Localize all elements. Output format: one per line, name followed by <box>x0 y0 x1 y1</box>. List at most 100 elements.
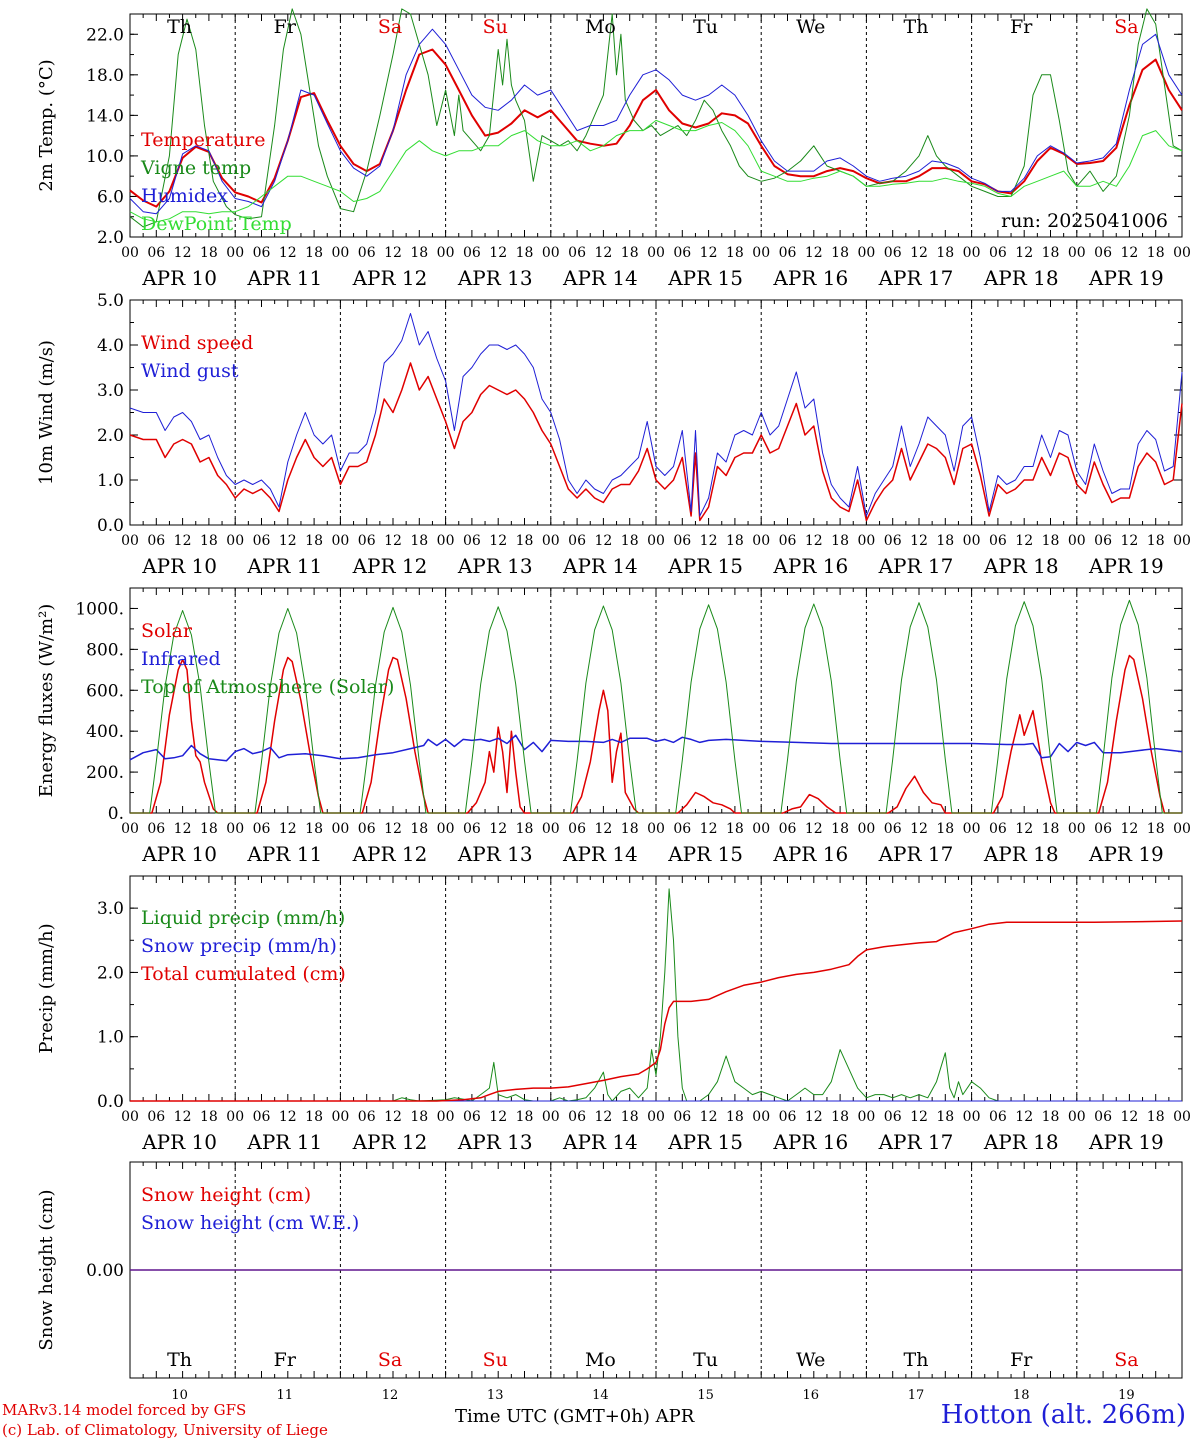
x-date-label: APR 12 <box>352 266 428 290</box>
x-date-label: APR 14 <box>562 554 638 578</box>
run-label: run: 2025041006 <box>1001 210 1168 232</box>
x-date-label: APR 12 <box>352 1130 428 1154</box>
x-hour-label: 06 <box>147 1109 165 1125</box>
x-hour-label: 12 <box>805 821 823 837</box>
x-hour-label: 18 <box>936 1109 954 1125</box>
x-hour-label: 12 <box>489 1109 507 1125</box>
legend-entry: Snow height (cm) <box>141 1184 311 1206</box>
x-hour-label: 00 <box>1173 821 1191 837</box>
x-hour-label: 18 <box>516 821 534 837</box>
y-tick-label: 2.0 <box>97 426 124 446</box>
x-hour-label: 18 <box>726 533 744 549</box>
x-date-label: APR 16 <box>772 1130 848 1154</box>
x-date-label: APR 17 <box>878 1130 954 1154</box>
x-hour-label: 00 <box>226 533 244 549</box>
bottom-day-number: 16 <box>803 1388 820 1403</box>
x-hour-label: 06 <box>147 533 165 549</box>
top-weekday-label: Sa <box>1114 16 1138 38</box>
y-tick-label: 5.0 <box>97 291 124 311</box>
x-hour-label: 06 <box>568 821 586 837</box>
x-hour-label: 06 <box>779 821 797 837</box>
x-hour-label: 06 <box>884 245 902 261</box>
x-hour-label: 12 <box>700 1109 718 1125</box>
x-hour-label: 18 <box>621 821 639 837</box>
x-hour-label: 06 <box>779 1109 797 1125</box>
x-date-label: APR 14 <box>562 266 638 290</box>
x-hour-label: 00 <box>542 1109 560 1125</box>
top-weekday-label: Th <box>904 16 929 38</box>
x-hour-label: 12 <box>1015 533 1033 549</box>
series-line-wind-speed <box>129 362 1183 522</box>
y-tick-label: 3.0 <box>97 381 124 401</box>
x-hour-label: 12 <box>489 821 507 837</box>
x-date-label: APR 15 <box>667 266 743 290</box>
x-hour-label: 12 <box>1015 245 1033 261</box>
x-hour-label: 00 <box>752 1109 770 1125</box>
x-date-label: APR 10 <box>141 554 217 578</box>
x-hour-label: 18 <box>831 245 849 261</box>
x-hour-label: 00 <box>647 245 665 261</box>
x-hour-label: 06 <box>568 1109 586 1125</box>
x-date-label: APR 14 <box>562 842 638 866</box>
x-hour-label: 06 <box>1094 821 1112 837</box>
x-hour-label: 12 <box>1015 1109 1033 1125</box>
x-hour-label: 00 <box>542 821 560 837</box>
x-hour-label: 12 <box>594 821 612 837</box>
bottom-weekday-label: Fr <box>1010 1349 1033 1371</box>
x-hour-label: 00 <box>437 1109 455 1125</box>
x-hour-label: 18 <box>516 245 534 261</box>
x-hour-label: 12 <box>174 533 192 549</box>
y-tick-label: 10.0 <box>86 147 124 167</box>
x-hour-label: 00 <box>1068 1109 1086 1125</box>
x-hour-label: 18 <box>936 821 954 837</box>
x-hour-label: 00 <box>857 821 875 837</box>
x-hour-label: 12 <box>279 245 297 261</box>
bottom-day-number: 15 <box>697 1388 714 1403</box>
y-tick-label: 3.0 <box>97 899 124 919</box>
series-line-vigne-temp <box>129 8 1183 228</box>
x-hour-label: 12 <box>594 1109 612 1125</box>
x-hour-label: 12 <box>910 533 928 549</box>
bottom-weekday-label: Tu <box>693 1349 718 1371</box>
x-date-label: APR 13 <box>457 266 533 290</box>
x-hour-label: 00 <box>121 245 139 261</box>
x-hour-label: 18 <box>410 533 428 549</box>
panel-frame-2 <box>129 587 1183 814</box>
y-axis-label: Snow height (cm) <box>36 1189 57 1350</box>
top-weekday-label: Th <box>167 16 192 38</box>
x-hour-label: 06 <box>463 245 481 261</box>
x-hour-label: 00 <box>331 821 349 837</box>
x-hour-label: 18 <box>305 245 323 261</box>
x-hour-label: 06 <box>884 1109 902 1125</box>
top-weekday-label: Mo <box>585 16 616 38</box>
x-hour-label: 00 <box>857 1109 875 1125</box>
x-hour-label: 18 <box>305 821 323 837</box>
x-hour-label: 00 <box>647 533 665 549</box>
y-tick-label: 22.0 <box>86 25 124 45</box>
legend-entry: Snow precip (mm/h) <box>141 935 337 957</box>
x-hour-label: 18 <box>936 533 954 549</box>
x-date-label: APR 17 <box>878 842 954 866</box>
x-hour-label: 18 <box>200 245 218 261</box>
x-hour-label: 12 <box>1015 821 1033 837</box>
x-date-label: APR 12 <box>352 554 428 578</box>
x-hour-label: 06 <box>673 1109 691 1125</box>
x-hour-label: 00 <box>331 533 349 549</box>
x-hour-label: 00 <box>857 533 875 549</box>
x-hour-label: 06 <box>463 1109 481 1125</box>
y-tick-label: 1.0 <box>97 471 124 491</box>
bottom-day-number: 12 <box>382 1388 399 1403</box>
x-hour-label: 12 <box>279 821 297 837</box>
x-hour-label: 00 <box>226 245 244 261</box>
series-line-total-cumulated-cm- <box>130 920 1183 1102</box>
legend-entry: Snow height (cm W.E.) <box>141 1212 359 1234</box>
x-hour-label: 18 <box>1042 245 1060 261</box>
series-line-humidex <box>129 28 1183 215</box>
x-hour-label: 00 <box>542 533 560 549</box>
y-tick-label: 400. <box>86 722 124 742</box>
x-hour-label: 12 <box>700 821 718 837</box>
x-hour-label: 18 <box>621 245 639 261</box>
bottom-day-number: 10 <box>171 1388 188 1403</box>
top-weekday-label: Sa <box>378 16 402 38</box>
credit-model: MARv3.14 model forced by GFS <box>2 1401 247 1419</box>
